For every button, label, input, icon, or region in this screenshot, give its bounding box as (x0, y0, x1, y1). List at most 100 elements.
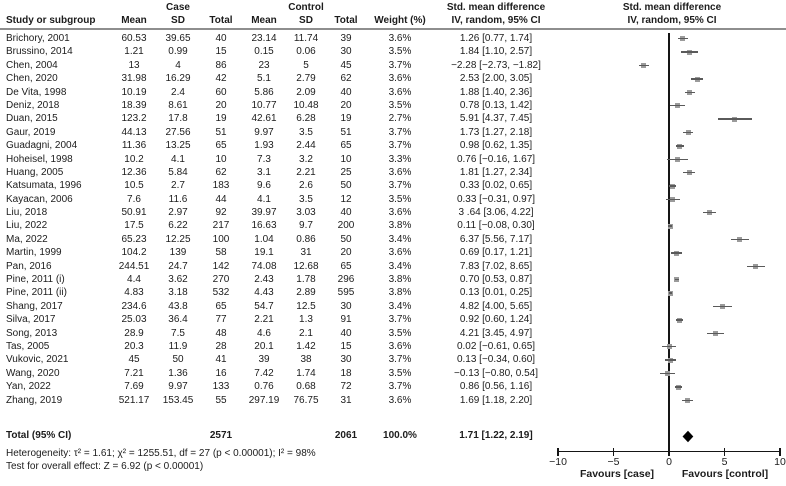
header-control-total: Total (326, 0, 366, 28)
col-weight: 3.4% (388, 260, 412, 272)
confidence-interval-line (660, 372, 675, 375)
header-control-mean-label: Mean (251, 14, 277, 26)
col-study: Liu, 2022 (6, 220, 48, 232)
x-axis-tick-label: 5 (721, 456, 728, 468)
confidence-interval-line (713, 305, 732, 308)
col-case-sd: 2.4 (171, 86, 185, 98)
col-study: Gaur, 2019 (6, 126, 56, 138)
ci-plot-cell (558, 112, 786, 125)
col-control-total: 39 (340, 33, 352, 44)
col-control-mean: 19.1 (254, 247, 274, 259)
ci-plot-cell (558, 206, 786, 219)
col-study: Silva, 2017 (6, 314, 56, 326)
ci-plot-cell (558, 219, 786, 232)
col-case-total: 217 (212, 220, 230, 232)
col-control-total: 595 (337, 287, 355, 299)
col-control-sd: 3.5 (299, 126, 313, 138)
overall-effect-note: Test for overall effect: Z = 6.92 (p < 0… (6, 461, 204, 473)
confidence-interval-line (669, 292, 672, 294)
col-smd: 0.92 [0.60, 1.24] (459, 314, 533, 326)
col-control-mean: 4.43 (254, 287, 274, 299)
col-case-sd: 17.8 (168, 113, 188, 125)
ci-plot-cell (558, 193, 786, 206)
col-case-sd: 11.9 (168, 340, 188, 352)
col-smd: 1.84 [1.10, 2.57] (459, 46, 533, 58)
col-control-total: 51 (340, 126, 352, 138)
ci-plot-cell (558, 45, 786, 58)
col-study: Vukovic, 2021 (6, 354, 69, 366)
col-study: Hoheisel, 1998 (6, 153, 73, 165)
col-control-sd: 2.89 (296, 287, 316, 299)
col-case-mean: 244.51 (118, 260, 150, 272)
header-control-group-label: Control (288, 2, 324, 13)
col-weight: 3.6% (388, 394, 412, 406)
col-control-total: 30 (340, 354, 352, 366)
col-control-sd: 2.1 (299, 327, 313, 339)
col-case-sd: 12.25 (165, 233, 191, 245)
col-case-total: 28 (215, 340, 227, 352)
col-control-mean: 42.61 (251, 113, 277, 125)
col-weight: 3.6% (388, 247, 412, 259)
table-row: Brussino, 2014 1.21 0.99 15 0.15 0.06 30 3.5% 1.… (0, 45, 786, 58)
col-case-mean: 7.21 (124, 367, 144, 379)
ci-plot-cell (558, 313, 786, 326)
col-study: Tas, 2005 (6, 340, 50, 352)
confidence-interval-line (681, 51, 698, 53)
col-case-total: 142 (212, 260, 230, 272)
col-smd: 0.13 [0.01, 0.25] (459, 287, 533, 299)
confidence-interval-line (683, 131, 694, 134)
col-control-sd: 3.5 (299, 193, 313, 205)
col-control-mean: 0.15 (254, 46, 274, 58)
table-row: Vukovic, 2021 45 50 41 39 38 30 3.7% 0.13 [−0.34… (0, 353, 786, 366)
col-weight: 3.5% (388, 46, 412, 58)
table-row: Liu, 2022 17.5 6.22 217 16.63 9.7 200 3.8% 0.11 … (0, 219, 786, 232)
col-case-mean: 1.21 (124, 46, 144, 58)
col-control-mean: 10.77 (251, 99, 277, 111)
col-study: Ma, 2022 (6, 233, 48, 245)
header-plot-line1: Std. mean difference (622, 2, 722, 13)
col-control-mean: 4.1 (257, 193, 271, 205)
col-control-total: 25 (340, 166, 352, 178)
confidence-interval-line (665, 359, 676, 361)
col-study: Brussino, 2014 (6, 46, 73, 58)
col-case-sd: 3.18 (168, 287, 188, 299)
col-case-mean: 4.4 (127, 274, 141, 286)
ci-plot-cell (558, 179, 786, 192)
col-case-total: 44 (215, 193, 227, 205)
footnotes: Heterogeneity: τ² = 1.61; χ² = 1255.51, … (6, 447, 316, 474)
col-control-sd: 9.7 (299, 220, 313, 232)
col-case-mean: 28.9 (124, 327, 144, 339)
col-case-total: 86 (215, 59, 227, 71)
table-row: Pine, 2011 (i) 4.4 3.62 270 2.43 1.78 296 3.8% 0… (0, 273, 786, 286)
col-case-mean: 11.36 (121, 140, 147, 152)
col-weight: 3.6% (388, 73, 412, 85)
header-control-sd: Control SD (286, 0, 326, 28)
header-control-total-label: Total (334, 14, 358, 26)
col-case-total: 19 (215, 113, 227, 125)
col-study: Huang, 2005 (6, 166, 64, 178)
col-case-total: 133 (212, 381, 230, 393)
header-study: Study or subgroup (0, 0, 112, 28)
col-case-sd: 50 (172, 354, 184, 366)
col-smd: 0.33 [−0.31, 0.97] (456, 193, 536, 205)
col-control-mean: 5.86 (254, 86, 274, 98)
col-smd: 1.81 [1.27, 2.34] (459, 166, 533, 178)
col-weight: 3.8% (388, 274, 412, 286)
col-control-mean: 1.93 (254, 140, 274, 152)
col-control-mean: 2.21 (254, 314, 274, 326)
col-control-total: 200 (337, 220, 355, 232)
col-control-mean: 23 (258, 59, 270, 71)
table-header: Study or subgroup Mean Case SD Total Mea… (0, 0, 786, 30)
col-control-total: 296 (337, 274, 355, 286)
ci-plot-cell (558, 246, 786, 259)
col-case-mean: 60.53 (121, 33, 147, 44)
col-case-mean: 13 (128, 59, 140, 71)
col-weight: 2.7% (388, 113, 412, 125)
confidence-interval-line (684, 91, 696, 93)
col-case-sd: 153.45 (162, 394, 194, 406)
col-smd: 0.76 [−0.16, 1.67] (456, 153, 536, 165)
table-row: Hoheisel, 1998 10.2 4.1 10 7.3 3.2 10 3.3% 0.76 … (0, 153, 786, 166)
x-axis-tick (668, 447, 670, 456)
header-case-group-label: Case (166, 2, 190, 13)
col-case-sd: 3.62 (168, 274, 188, 286)
